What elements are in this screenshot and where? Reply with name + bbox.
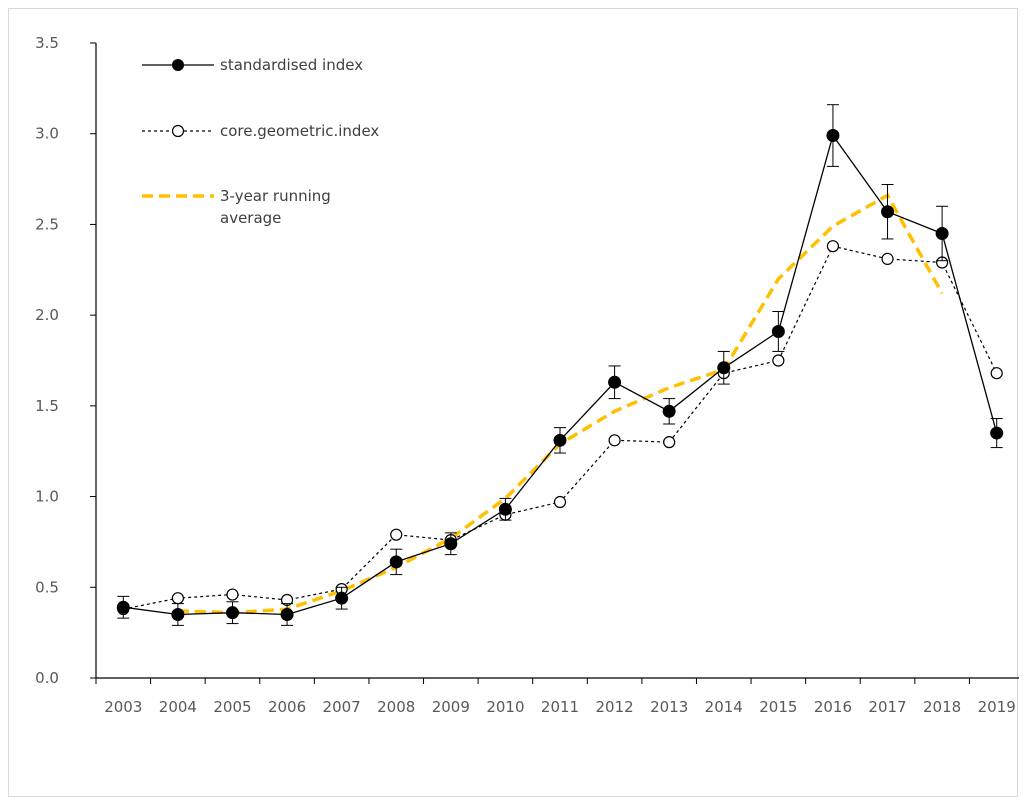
legend: standardised index core.geometric.index 3-…: [142, 56, 379, 227]
legend-marker-core-geometric-index: [171, 124, 185, 138]
y-tick-label: 1.5: [35, 397, 59, 415]
legend-label-core-geometric-index: core.geometric.index: [220, 122, 379, 140]
chart-frame: 0.0 0.5 1.0 1.5 2.0 2.5 3.0 3.5 2003 2004 2005 2006…: [8, 8, 1019, 797]
point-core-geometric-index: [553, 495, 567, 509]
x-tick-label: 2015: [759, 698, 797, 716]
y-tick-label: 3.5: [35, 34, 59, 52]
point-core-geometric-index: [826, 240, 840, 253]
point-core-geometric-index: [663, 436, 676, 449]
point-standardised-index: [171, 608, 185, 621]
point-core-geometric-index: [990, 367, 1003, 380]
point-standardised-index: [389, 555, 403, 569]
point-standardised-index: [335, 591, 349, 605]
y-tick-label: 0.5: [35, 578, 59, 596]
x-tick-label: 2004: [159, 698, 197, 716]
x-tick-label: 2011: [541, 698, 579, 716]
point-standardised-index: [717, 361, 731, 375]
x-tick-label: 2009: [432, 698, 470, 716]
point-core-geometric-index: [881, 252, 894, 265]
point-core-geometric-index: [171, 592, 184, 605]
x-tick-label: 2017: [868, 698, 906, 716]
x-tick-label: 2003: [104, 698, 142, 716]
legend-label-running-average-line2: average: [220, 209, 281, 227]
point-standardised-index: [225, 606, 239, 620]
legend-label-standardised-index: standardised index: [220, 56, 363, 74]
point-core-geometric-index: [226, 588, 239, 601]
point-standardised-index: [608, 375, 622, 389]
x-tick-label: 2014: [705, 698, 743, 716]
point-standardised-index: [881, 205, 895, 219]
point-standardised-index: [662, 404, 676, 418]
point-standardised-index: [444, 537, 458, 551]
y-tick-label: 2.5: [35, 215, 59, 233]
y-tick-label: 0.0: [35, 669, 59, 687]
series-line-running-average: [177, 193, 944, 615]
x-tick-label: 2006: [268, 698, 306, 716]
legend-label-running-average-line1: 3-year running: [220, 187, 331, 205]
y-tick-label: 3.0: [35, 125, 59, 143]
x-tick-label: 2007: [323, 698, 361, 716]
point-standardised-index: [826, 129, 840, 143]
point-core-geometric-index: [772, 354, 785, 367]
y-tick-label: 2.0: [35, 306, 59, 324]
legend-marker-standardised-index: [172, 59, 184, 71]
x-tick-label: 2010: [486, 698, 524, 716]
axes-group: 0.0 0.5 1.0 1.5 2.0 2.5 3.0 3.5 2003 2004 2005 2006…: [35, 34, 1019, 716]
x-tick-label: 2018: [923, 698, 961, 716]
point-standardised-index: [116, 600, 130, 614]
point-standardised-index: [935, 227, 949, 240]
series-line-standardised-index: [123, 134, 998, 616]
point-standardised-index: [771, 324, 785, 338]
x-tick-label: 2012: [595, 698, 633, 716]
y-tick-label: 1.0: [35, 488, 59, 506]
point-core-geometric-index: [390, 528, 403, 541]
x-tick-label: 2013: [650, 698, 688, 716]
point-standardised-index: [498, 502, 512, 516]
point-standardised-index: [990, 426, 1004, 440]
x-tick-label: 2008: [377, 698, 415, 716]
series-group: [116, 104, 1004, 626]
x-tick-label: 2005: [213, 698, 251, 716]
point-standardised-index: [280, 608, 294, 621]
x-tick-label: 2019: [978, 698, 1016, 716]
point-standardised-index: [553, 433, 567, 447]
point-core-geometric-index: [608, 434, 621, 447]
x-tick-label: 2016: [814, 698, 852, 716]
line-chart: 0.0 0.5 1.0 1.5 2.0 2.5 3.0 3.5 2003 2004 2005 2006…: [35, 34, 1019, 716]
